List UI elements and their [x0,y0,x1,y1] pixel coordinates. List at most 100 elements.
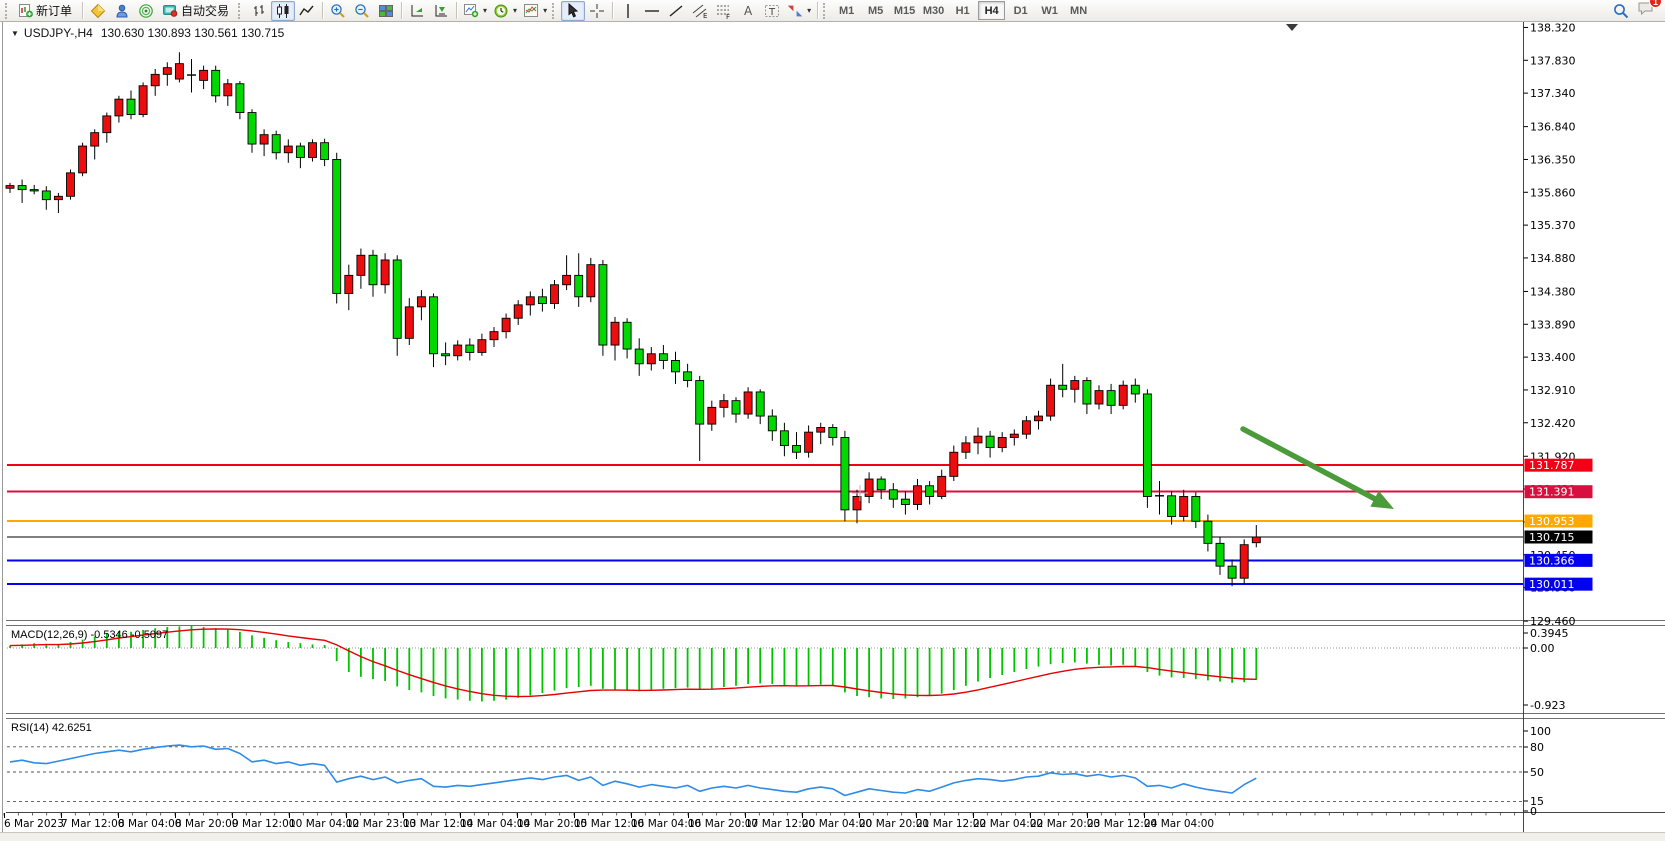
timeframe-button-h1[interactable]: H1 [955,4,970,17]
toolbar-grip[interactable] [5,2,10,19]
period-icon [494,4,508,17]
candle-body [1227,565,1237,579]
crosshair-button[interactable] [585,1,609,21]
price-tick-label: 132.420 [1530,417,1576,430]
candle-body [864,478,874,497]
price-tick-label: 134.880 [1530,252,1576,265]
arrows-button[interactable]: ▾ [784,1,814,21]
toolbar-grip[interactable] [238,2,243,19]
new-order-button[interactable]: 新订单 [14,1,79,21]
signals-button[interactable] [134,1,158,21]
candle-body [840,437,850,511]
rsi-axis-label: 80 [1530,741,1544,754]
candle-body [53,195,63,201]
timeframe-button-h4[interactable]: H4 [978,1,1006,20]
horizontal-lines [7,464,1523,586]
price-tick-label: 129.460 [1530,615,1576,628]
chart-line-button[interactable] [295,1,319,21]
candle-body [17,185,27,191]
candle-body [779,430,789,446]
trend-arrow-line[interactable] [1240,426,1381,504]
templates-button[interactable]: ▾ [520,1,550,21]
price-tag-text: 130.366 [1529,554,1575,567]
tile-windows-button[interactable] [374,1,398,21]
chart-candles-button[interactable] [271,0,296,21]
price-tag-131.787: 131.787 [1524,458,1593,472]
price-tick-label: 133.890 [1530,318,1576,331]
profile-button[interactable] [110,1,134,21]
candle-body [1058,384,1068,390]
candle-body [247,112,257,145]
price-tag-text: 130.715 [1529,531,1575,544]
zoom-in-icon [331,3,345,18]
toolbar-grip[interactable] [552,2,557,19]
trend-arrow-head[interactable] [1370,490,1394,509]
line-chart-icon [299,5,314,15]
candle-body [271,134,281,154]
timeframe-button-w1[interactable]: W1 [1041,4,1058,17]
candle-body [1094,390,1104,405]
cursor-button[interactable] [561,0,586,21]
timeframe-button-d1[interactable]: D1 [1013,4,1028,17]
candle-body [465,344,475,353]
search-icon[interactable] [1613,3,1629,19]
timeframe-button-m1[interactable]: M1 [838,4,855,17]
candle-body [731,400,741,415]
price-tick-label: 137.340 [1530,87,1576,100]
cursor-icon [568,3,579,18]
trendline-button[interactable] [664,1,688,21]
price-tick-label: 137.830 [1530,54,1576,67]
vertical-line-icon [627,3,629,18]
time-axis-label: 8 Mar 20:00 [175,818,238,830]
timeframe-button-m5[interactable]: M5 [867,4,884,17]
text-label-button[interactable]: T [760,1,784,21]
candle-body [985,435,995,449]
editor-button[interactable] [86,1,110,21]
channel-button[interactable]: E [688,1,712,21]
timeframe-button-mn[interactable]: MN [1070,4,1088,17]
candle-body [199,69,209,81]
candle-body [211,69,221,97]
candle-body [1167,495,1177,518]
timeframe-button-m30[interactable]: M30 [922,4,945,17]
title-collapse-icon[interactable]: ▼ [11,29,19,38]
horizontal-line-button[interactable] [640,1,664,21]
candle-body [1203,520,1213,544]
candle-body [126,98,136,116]
indicator-window-button[interactable] [405,1,429,21]
notifications-button[interactable]: 1 [1637,0,1662,21]
chart-bars-button[interactable] [247,1,271,21]
candle-body [1009,433,1019,438]
chevron-down-icon: ▾ [513,6,518,15]
new-chart-button[interactable]: ▾ [460,1,490,21]
periods-button[interactable]: ▾ [490,1,520,21]
time-axis-label: 9 Mar 12:00 [232,818,295,830]
autotrading-button[interactable]: 自动交易 [158,1,236,21]
vertical-line-button[interactable] [616,1,640,21]
zoom-in-button[interactable] [326,1,350,21]
toolbar-grip[interactable] [823,2,828,19]
fibonacci-button[interactable]: F [712,1,736,21]
chart-shift-marker[interactable] [1286,24,1298,31]
candle-body [792,445,801,453]
bar-chart-icon [254,4,265,16]
zoom-out-button[interactable] [350,1,374,21]
new-order-label: 新订单 [36,4,73,18]
depth-window-button[interactable] [429,1,453,21]
price-tag-text: 130.011 [1529,578,1575,591]
candle-body [235,83,245,114]
text-button[interactable]: A [736,1,760,21]
candle-body [671,360,680,373]
fibonacci-icon: F [717,5,730,19]
time-axis-label: 17 Mar 12:00 [745,818,815,830]
candle-body [392,259,402,339]
tile-windows-icon [379,4,394,17]
svg-text:A: A [744,4,753,18]
candle-body [416,296,426,308]
rsi-pane-label: RSI(14) 42.6251 [11,722,92,734]
rsi-axis-label: 15 [1530,795,1544,808]
candlestick-icon [277,3,289,18]
timeframe-button-m15[interactable]: M15 [893,4,916,17]
price-tick-label: 135.370 [1530,219,1576,232]
